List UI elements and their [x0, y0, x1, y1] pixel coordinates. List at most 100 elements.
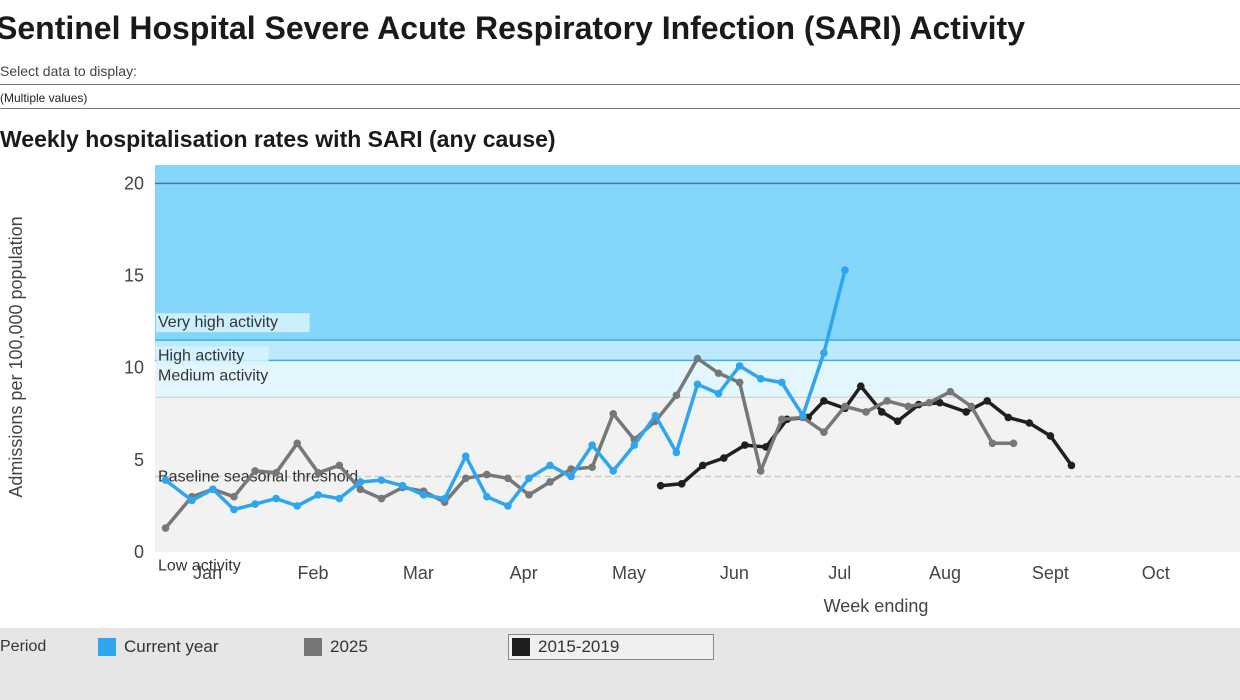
- data-point-current-year: [841, 266, 849, 274]
- legend-item-current-year[interactable]: Current year: [98, 634, 218, 660]
- data-point-2015-2019: [1046, 432, 1055, 440]
- data-point-current-year: [630, 441, 639, 449]
- data-point-2025: [735, 378, 744, 387]
- data-point-2025: [672, 391, 681, 400]
- x-axis-label: Week ending: [824, 596, 929, 616]
- data-point-2025: [377, 494, 386, 503]
- data-point-current-year: [398, 481, 407, 490]
- data-point-2025: [967, 402, 976, 411]
- label-high-activity-bg: [156, 346, 269, 366]
- data-point-2025: [546, 478, 554, 486]
- data-point-2025: [1009, 439, 1018, 448]
- data-point-2015-2019: [962, 408, 970, 416]
- data-point-2025: [251, 467, 259, 475]
- page-title: Sentinel Hospital Severe Acute Respirato…: [0, 10, 1025, 46]
- data-point-current-year: [588, 441, 596, 449]
- data-point-current-year: [335, 494, 344, 503]
- data-point-current-year: [188, 496, 196, 505]
- data-point-2025: [988, 439, 997, 448]
- band-medium-activity: [155, 360, 1240, 398]
- data-point-2025: [161, 524, 170, 532]
- data-point-2015-2019: [656, 481, 665, 490]
- data-point-2025: [335, 461, 344, 470]
- data-point-2015-2019: [856, 382, 865, 390]
- data-point-current-year: [377, 476, 386, 484]
- data-point-current-year: [504, 502, 512, 510]
- data-point-current-year: [567, 472, 575, 481]
- data-point-2025: [904, 402, 912, 411]
- y-tick-label: 5: [134, 450, 144, 470]
- x-tick-label: Feb: [297, 563, 328, 583]
- label-very-high-activity: Very high activity: [158, 314, 278, 331]
- chart-title: Weekly hospitalisation rates with SARI (…: [0, 126, 556, 152]
- data-point-2025: [483, 470, 491, 479]
- label-very-high-activity-bg: [156, 313, 310, 333]
- data-point-current-year: [209, 485, 217, 494]
- x-tick-label: Jun: [720, 563, 749, 583]
- data-point-2025: [461, 474, 470, 483]
- data-point-2025: [777, 415, 786, 424]
- legend-label-2025: 2025: [330, 637, 368, 656]
- x-tick-label: Sept: [1032, 563, 1069, 583]
- data-point-2015-2019: [1025, 419, 1034, 427]
- data-point-current-year: [777, 378, 786, 387]
- legend-swatch-2015-2019: [512, 638, 530, 656]
- data-point-current-year: [546, 461, 554, 470]
- data-point-current-year: [161, 476, 170, 484]
- data-point-current-year: [483, 492, 491, 501]
- data-point-2025: [588, 463, 596, 472]
- label-high-activity: High activity: [158, 347, 244, 364]
- data-point-current-year: [251, 500, 259, 508]
- band-low-activity: [155, 397, 1240, 552]
- data-point-2015-2019: [878, 408, 886, 416]
- legend-swatch-2025: [304, 638, 322, 656]
- data-point-2015-2019: [820, 397, 828, 405]
- band-high-activity: [155, 340, 1240, 361]
- data-point-2015-2019: [983, 397, 991, 405]
- data-point-2025: [714, 369, 723, 378]
- data-point-2015-2019: [720, 454, 728, 462]
- data-point-current-year: [609, 467, 618, 475]
- data-point-current-year: [461, 452, 470, 460]
- data-point-2025: [883, 397, 891, 405]
- x-tick-label: Aug: [929, 563, 961, 583]
- data-point-2025: [946, 387, 955, 396]
- data-point-2015-2019: [1067, 461, 1076, 470]
- data-point-2025: [525, 491, 533, 499]
- y-tick-label: 20: [124, 173, 144, 193]
- legend-label-2015-2019: 2015-2019: [538, 637, 620, 656]
- data-point-2015-2019: [677, 480, 686, 488]
- data-point-current-year: [293, 502, 302, 510]
- label-baseline-seasonal-threshold: Baseline seasonal threshold: [158, 468, 358, 485]
- band-very-high-activity: [155, 165, 1240, 341]
- y-tick-label: 10: [124, 358, 144, 378]
- data-select-label: Select data to display:: [0, 63, 137, 79]
- data-point-2025: [841, 402, 849, 411]
- data-point-2025: [693, 354, 702, 363]
- data-point-2025: [504, 474, 512, 483]
- x-tick-label: May: [612, 563, 646, 583]
- data-point-2025: [272, 468, 280, 477]
- data-select-dropdown[interactable]: (Multiple values): [0, 84, 1240, 109]
- x-tick-label: Jan: [193, 563, 222, 583]
- data-point-2025: [820, 428, 828, 437]
- legend-item-2015-2019[interactable]: 2015-2019: [508, 634, 714, 660]
- data-point-current-year: [356, 478, 365, 486]
- data-point-2025: [862, 408, 870, 416]
- data-select-value: (Multiple values): [0, 91, 88, 105]
- legend-item-2025[interactable]: 2025: [304, 634, 368, 660]
- y-tick-label: 0: [134, 542, 144, 562]
- data-point-2025: [293, 439, 302, 448]
- data-point-current-year: [651, 411, 660, 420]
- data-point-2015-2019: [741, 441, 749, 449]
- x-tick-label: Mar: [403, 563, 434, 583]
- data-point-2025: [925, 398, 934, 407]
- data-point-2015-2019: [698, 461, 707, 470]
- x-tick-label: Apr: [510, 563, 538, 583]
- data-point-current-year: [714, 389, 723, 398]
- data-point-current-year: [314, 491, 323, 499]
- data-point-current-year: [672, 448, 681, 457]
- data-point-current-year: [419, 491, 428, 499]
- x-tick-label: Jul: [828, 563, 851, 583]
- data-point-2025: [756, 467, 765, 475]
